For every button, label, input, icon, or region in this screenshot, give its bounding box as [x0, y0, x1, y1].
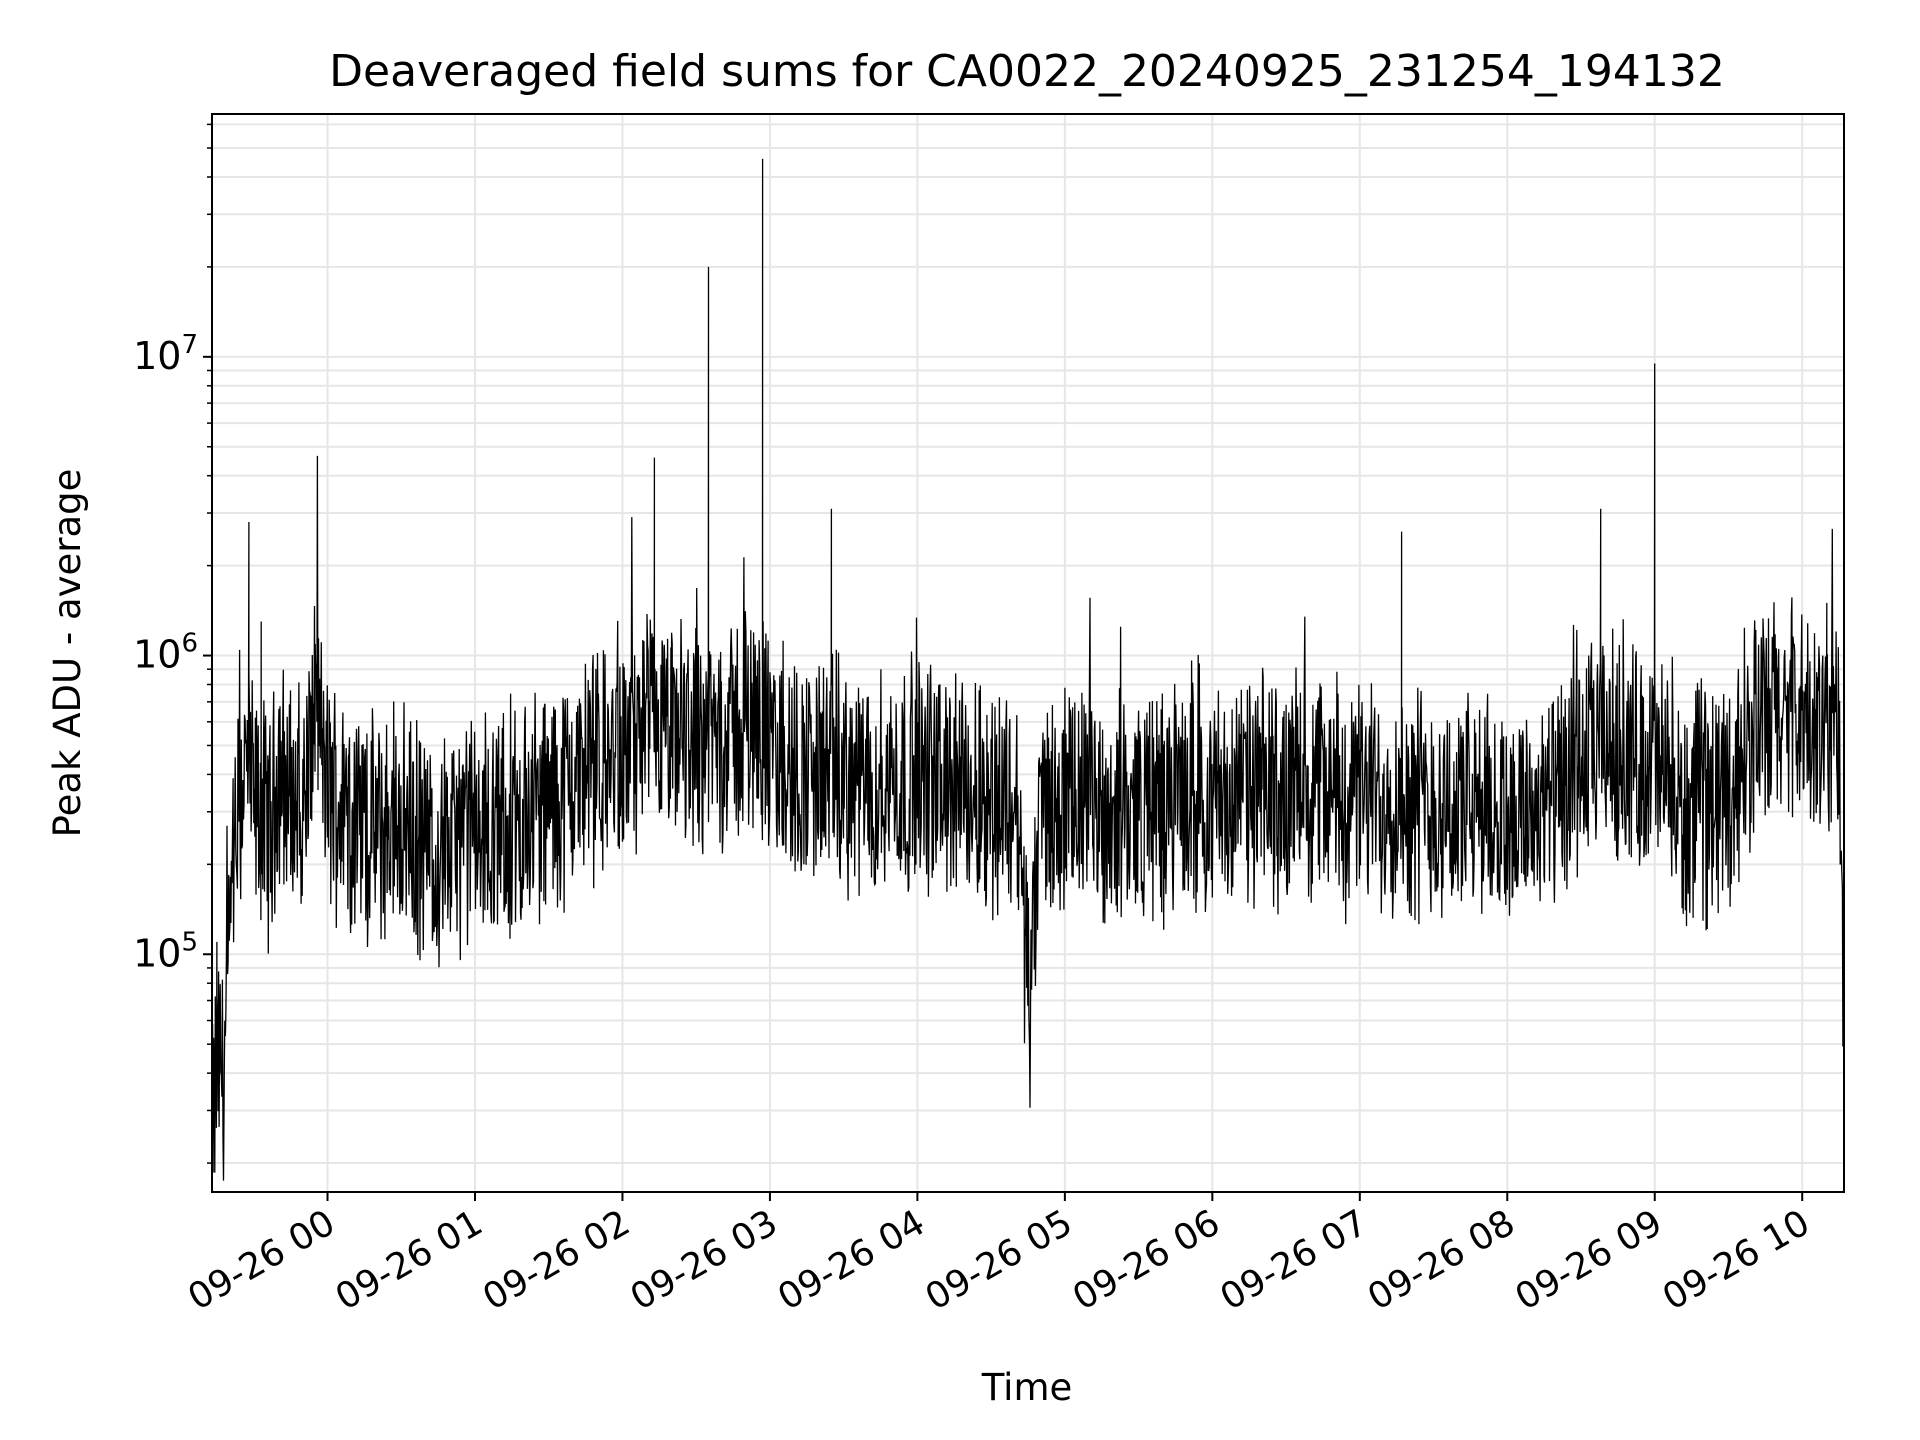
y-tick-label: 105 [133, 927, 198, 975]
series-line [211, 158, 1845, 1181]
y-tick-label: 107 [133, 330, 198, 378]
axes-frame [211, 113, 1845, 1193]
x-axis-label: Time [981, 1366, 1073, 1409]
y-tick-base: 10 [133, 633, 181, 677]
y-axis-label: Peak ADU - average [46, 469, 89, 838]
plot-area [211, 158, 1845, 1181]
chart-title: Deaveraged field sums for CA0022_2024092… [329, 46, 1725, 97]
y-tick-exponent: 5 [181, 927, 198, 957]
y-tick-label: 106 [133, 629, 198, 677]
y-tick-exponent: 7 [181, 330, 198, 360]
y-tick-base: 10 [133, 334, 181, 378]
y-tick-base: 10 [133, 931, 181, 975]
y-tick-exponent: 6 [181, 629, 198, 659]
